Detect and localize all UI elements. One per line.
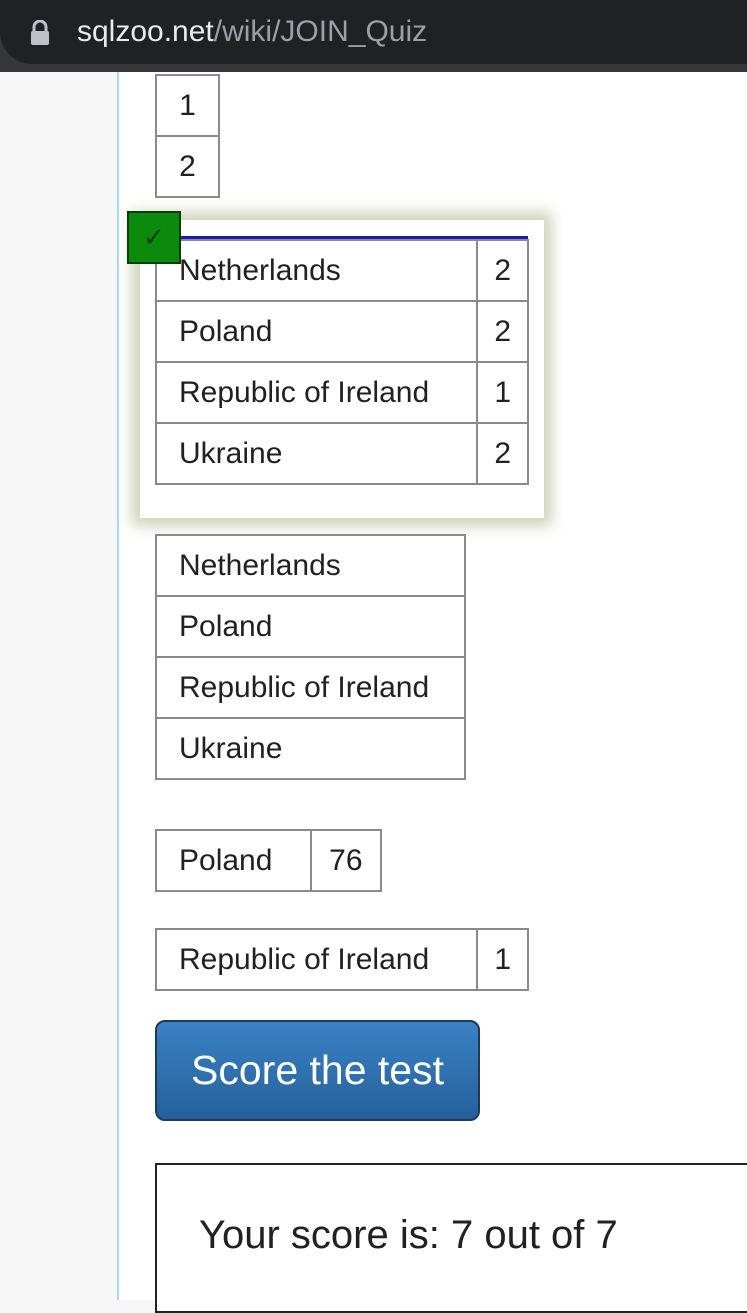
- browser-toolbar: sqlzoo.net/wiki/JOIN_Quiz: [0, 0, 747, 72]
- table-cell: 2: [476, 300, 529, 363]
- score-result-box: Your score is: 7 out of 7: [155, 1163, 747, 1313]
- table-row: 2: [155, 135, 220, 198]
- table-row: Poland 2: [154, 300, 529, 363]
- answer-option-selected[interactable]: Netherlands 2 Poland 2 Republic of Ireland…: [154, 239, 529, 485]
- table-cell: Netherlands: [155, 534, 466, 597]
- table-cell: Netherlands: [154, 239, 479, 302]
- table-cell: Poland: [154, 300, 479, 363]
- answer-option-ireland[interactable]: Republic of Ireland 1: [154, 928, 529, 991]
- table-cell: Ukraine: [155, 717, 466, 780]
- table-row: Republic of Ireland: [155, 656, 466, 719]
- table-cell: 2: [476, 422, 529, 485]
- url-domain: sqlzoo.net: [77, 15, 214, 48]
- table-cell: 1: [476, 361, 529, 424]
- table-row: Netherlands 2: [154, 239, 529, 302]
- table-row: Poland 76: [155, 829, 383, 892]
- table-row: 1: [155, 74, 220, 137]
- table-cell: Republic of Ireland: [154, 928, 479, 991]
- table-cell: 2: [155, 135, 220, 198]
- selected-answer-border: [157, 236, 528, 239]
- answer-option-poland[interactable]: Poland 76: [155, 829, 383, 892]
- table-cell: 2: [476, 239, 529, 302]
- left-margin: [0, 72, 117, 1300]
- table-cell: Poland: [155, 829, 312, 892]
- url-path: /wiki/JOIN_Quiz: [213, 15, 428, 48]
- table-row: Republic of Ireland 1: [154, 928, 529, 991]
- answer-option-countries[interactable]: Netherlands Poland Republic of Ireland U…: [155, 534, 466, 780]
- table-row: Ukraine: [155, 717, 466, 780]
- table-cell: Ukraine: [154, 422, 479, 485]
- table-cell: Republic of Ireland: [155, 656, 466, 719]
- score-test-button[interactable]: Score the test: [155, 1020, 480, 1121]
- table-row: Netherlands: [155, 534, 466, 597]
- table-cell: Poland: [155, 595, 466, 658]
- score-result-text: Your score is: 7 out of 7: [199, 1213, 618, 1257]
- address-bar[interactable]: sqlzoo.net/wiki/JOIN_Quiz: [0, 0, 747, 64]
- table-cell: 76: [309, 829, 383, 892]
- answer-option-numbers[interactable]: 1 2: [155, 74, 220, 198]
- table-row: Republic of Ireland 1: [154, 361, 529, 424]
- table-row: Ukraine 2: [154, 422, 529, 485]
- table-cell: 1: [476, 928, 529, 991]
- lock-icon[interactable]: [30, 19, 50, 46]
- url-text[interactable]: sqlzoo.net/wiki/JOIN_Quiz: [77, 14, 427, 50]
- check-mark-icon[interactable]: ✓: [127, 211, 181, 264]
- table-cell: 1: [155, 74, 220, 137]
- table-row: Poland: [155, 595, 466, 658]
- table-cell: Republic of Ireland: [154, 361, 479, 424]
